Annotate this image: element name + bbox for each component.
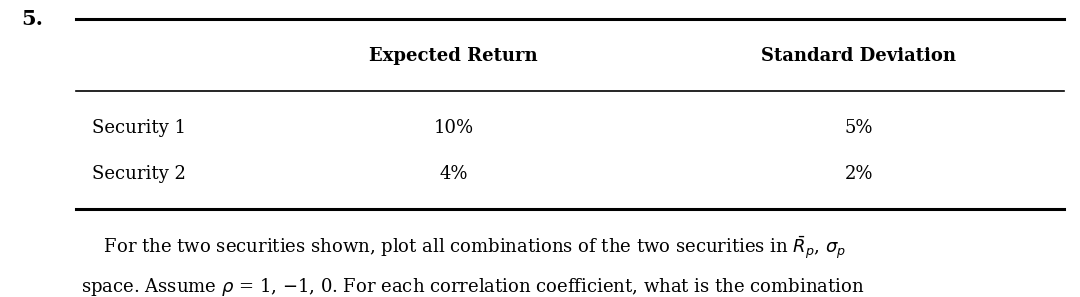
Text: 5%: 5% (845, 119, 873, 137)
Text: space. Assume $\rho$ = 1, $-$1, 0. For each correlation coefficient, what is the: space. Assume $\rho$ = 1, $-$1, 0. For e… (81, 276, 864, 297)
Text: For the two securities shown, plot all combinations of the two securities in $\b: For the two securities shown, plot all c… (81, 235, 847, 261)
Text: 4%: 4% (440, 165, 468, 183)
Text: Expected Return: Expected Return (369, 48, 538, 65)
Text: 5.: 5. (22, 9, 43, 29)
Text: 10%: 10% (433, 119, 474, 137)
Text: Security 2: Security 2 (92, 165, 186, 183)
Text: 2%: 2% (845, 165, 873, 183)
Text: Security 1: Security 1 (92, 119, 186, 137)
Text: Standard Deviation: Standard Deviation (761, 48, 956, 65)
